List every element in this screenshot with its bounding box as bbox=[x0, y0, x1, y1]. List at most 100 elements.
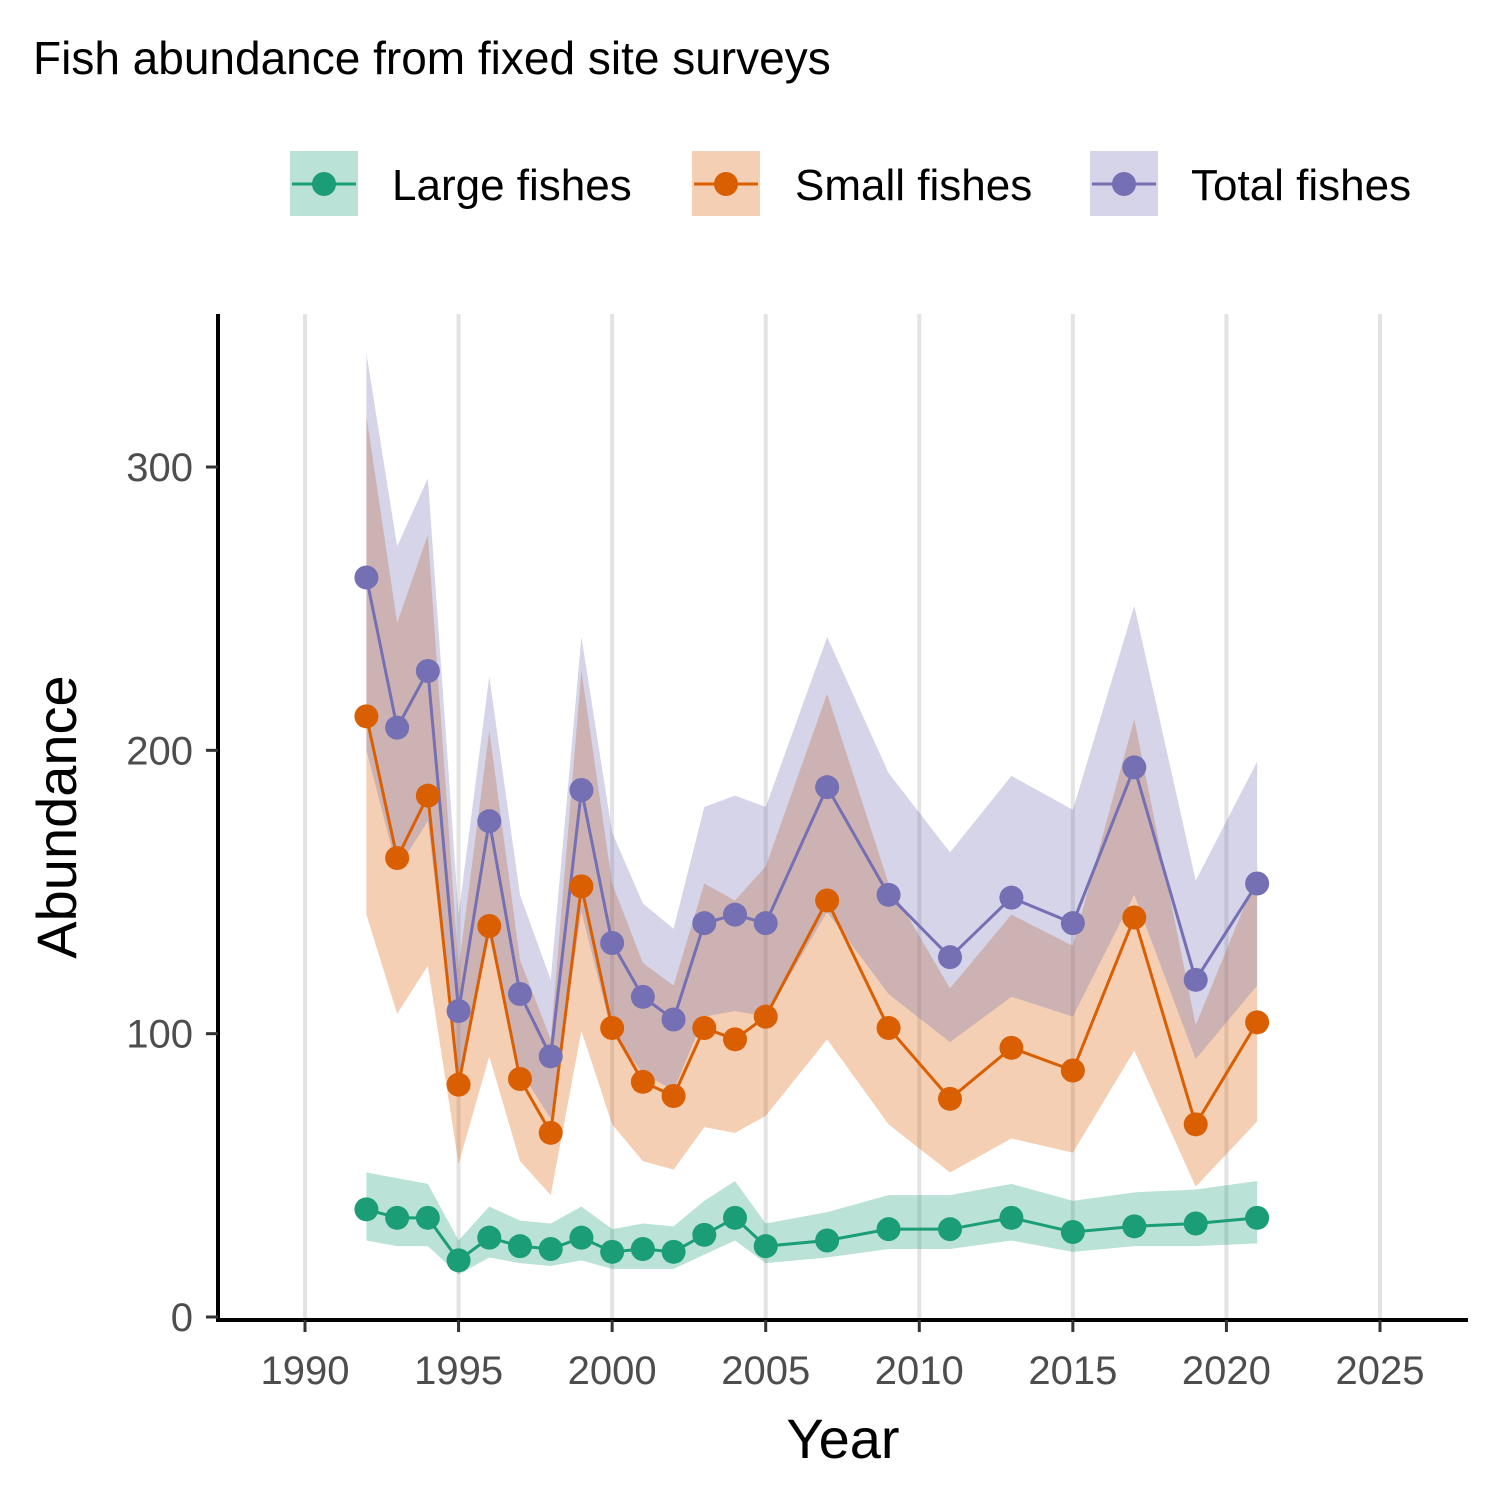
point-large-fishes bbox=[753, 1234, 778, 1259]
point-small-fishes bbox=[538, 1120, 563, 1145]
x-tick-label: 2010 bbox=[875, 1349, 964, 1393]
point-large-fishes bbox=[815, 1228, 840, 1253]
x-tick-label: 1990 bbox=[261, 1349, 350, 1393]
legend-key-point bbox=[312, 172, 336, 196]
point-total-fishes bbox=[385, 715, 410, 740]
legend-key-point bbox=[1112, 172, 1136, 196]
point-total-fishes bbox=[1122, 755, 1147, 780]
point-small-fishes bbox=[999, 1035, 1024, 1060]
line-total-fishes bbox=[364, 577, 1259, 1062]
series-points bbox=[354, 565, 1270, 1273]
point-total-fishes bbox=[600, 931, 625, 955]
axes bbox=[216, 314, 1468, 1322]
point-total-fishes bbox=[1060, 911, 1085, 936]
point-large-fishes bbox=[415, 1205, 440, 1230]
point-small-fishes bbox=[600, 1016, 625, 1040]
point-total-fishes bbox=[692, 911, 717, 936]
x-ticks: 1990 1995 2000 2005 2010 2015 2020 2025 bbox=[261, 1320, 1425, 1393]
point-small-fishes bbox=[1245, 1010, 1270, 1035]
point-total-fishes bbox=[508, 982, 532, 1006]
legend-label: Large fishes bbox=[392, 161, 632, 210]
confidence-bands bbox=[366, 353, 1258, 1275]
point-total-fishes bbox=[569, 778, 594, 802]
point-small-fishes bbox=[692, 1016, 717, 1040]
x-tick-label: 2015 bbox=[1028, 1349, 1117, 1393]
point-large-fishes bbox=[1183, 1211, 1208, 1236]
point-total-fishes bbox=[753, 911, 778, 936]
x-tick-label: 1995 bbox=[414, 1349, 503, 1393]
point-small-fishes bbox=[723, 1027, 747, 1052]
chart-title: Fish abundance from fixed site surveys bbox=[33, 32, 831, 84]
point-total-fishes bbox=[446, 999, 471, 1023]
point-total-fishes bbox=[876, 882, 901, 907]
point-small-fishes bbox=[753, 1004, 778, 1029]
point-total-fishes bbox=[661, 1007, 686, 1032]
point-large-fishes bbox=[723, 1205, 747, 1230]
legend-label: Total fishes bbox=[1191, 161, 1411, 210]
x-tick-label: 2025 bbox=[1336, 1349, 1425, 1393]
point-total-fishes bbox=[723, 902, 747, 927]
point-large-fishes bbox=[1245, 1205, 1270, 1230]
y-tick-label: 100 bbox=[126, 1013, 193, 1057]
point-small-fishes bbox=[508, 1067, 532, 1091]
point-large-fishes bbox=[1060, 1220, 1085, 1244]
point-small-fishes bbox=[1060, 1058, 1085, 1083]
x-tick-label: 2000 bbox=[568, 1349, 657, 1393]
point-small-fishes bbox=[569, 874, 594, 899]
band-small-fishes bbox=[366, 416, 1258, 1196]
legend-item-small-fishes: Small fishes bbox=[692, 151, 1032, 216]
point-total-fishes bbox=[630, 984, 655, 1009]
x-tick-label: 2020 bbox=[1182, 1349, 1271, 1393]
point-total-fishes bbox=[354, 565, 379, 590]
point-large-fishes bbox=[630, 1237, 655, 1261]
point-small-fishes bbox=[415, 783, 440, 808]
point-large-fishes bbox=[600, 1239, 625, 1264]
point-small-fishes bbox=[630, 1069, 655, 1094]
point-small-fishes bbox=[354, 704, 379, 729]
point-small-fishes bbox=[477, 914, 502, 938]
point-large-fishes bbox=[538, 1237, 563, 1261]
y-ticks: 0 100 200 300 bbox=[126, 446, 218, 1340]
band-large-fishes bbox=[366, 1172, 1258, 1275]
point-large-fishes bbox=[477, 1225, 502, 1250]
point-total-fishes bbox=[538, 1044, 563, 1069]
point-small-fishes bbox=[661, 1084, 686, 1108]
point-large-fishes bbox=[661, 1239, 686, 1264]
point-large-fishes bbox=[876, 1217, 901, 1242]
point-small-fishes bbox=[876, 1016, 901, 1040]
point-total-fishes bbox=[1183, 967, 1208, 992]
legend: Large fishes Small fishes Total fishes bbox=[290, 151, 1411, 216]
point-large-fishes bbox=[354, 1197, 379, 1222]
point-large-fishes bbox=[446, 1248, 471, 1273]
y-axis-title: Abundance bbox=[25, 675, 88, 958]
series-lines bbox=[364, 577, 1259, 1263]
point-small-fishes bbox=[446, 1072, 471, 1097]
point-total-fishes bbox=[415, 659, 440, 683]
point-large-fishes bbox=[385, 1205, 410, 1230]
grid-lines bbox=[303, 314, 1382, 1320]
point-large-fishes bbox=[1122, 1214, 1147, 1239]
point-small-fishes bbox=[815, 888, 840, 913]
legend-key-point bbox=[714, 172, 738, 196]
point-total-fishes bbox=[938, 945, 962, 970]
line-small-fishes bbox=[364, 716, 1259, 1138]
point-total-fishes bbox=[477, 809, 502, 834]
point-total-fishes bbox=[1245, 871, 1270, 896]
point-small-fishes bbox=[1183, 1112, 1208, 1137]
y-tick-label: 300 bbox=[126, 446, 193, 490]
point-small-fishes bbox=[938, 1086, 962, 1111]
point-large-fishes bbox=[938, 1217, 962, 1242]
x-axis-title: Year bbox=[786, 1407, 899, 1470]
line-large-fishes bbox=[366, 1207, 1258, 1263]
point-large-fishes bbox=[508, 1234, 532, 1259]
point-total-fishes bbox=[999, 885, 1024, 910]
point-large-fishes bbox=[999, 1205, 1024, 1230]
y-tick-label: 0 bbox=[171, 1296, 193, 1340]
legend-item-large-fishes: Large fishes bbox=[290, 151, 632, 216]
point-small-fishes bbox=[1122, 905, 1147, 930]
legend-item-total-fishes: Total fishes bbox=[1090, 151, 1411, 216]
point-small-fishes bbox=[385, 846, 410, 870]
point-large-fishes bbox=[569, 1225, 594, 1250]
point-large-fishes bbox=[692, 1222, 717, 1247]
legend-label: Small fishes bbox=[795, 161, 1032, 210]
